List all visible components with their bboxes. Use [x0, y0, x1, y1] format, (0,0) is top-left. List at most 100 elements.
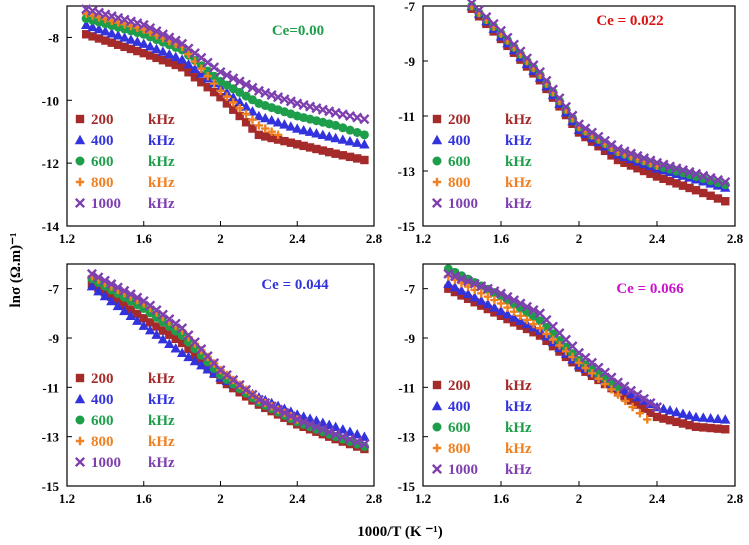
- data-point: [190, 73, 200, 82]
- data-point: [176, 54, 188, 64]
- panel-2: 1.2 1.6 2 2.4 2.8 -7 -9 -11 -13 -15 Ce = 0.022 200 k…: [398, 0, 744, 246]
- data-point: [209, 79, 219, 88]
- data-point: [705, 172, 716, 183]
- data-point: [699, 423, 708, 432]
- data-point: [345, 152, 355, 162]
- data-point: [613, 390, 623, 399]
- data-point: [139, 314, 148, 323]
- data-point: [625, 388, 637, 399]
- data-point: [125, 34, 137, 44]
- data-point: [190, 351, 200, 360]
- data-point: [645, 397, 656, 409]
- data-point: [221, 70, 232, 81]
- data-point: [311, 415, 322, 425]
- data-point: [515, 298, 526, 309]
- x-tick-label: 1.2: [415, 231, 431, 246]
- legend-label: 1000: [91, 196, 121, 212]
- data-point: [488, 18, 499, 29]
- data-point: [509, 318, 519, 327]
- data-point: [600, 146, 610, 156]
- data-point: [639, 166, 649, 176]
- data-point: [620, 158, 629, 167]
- data-point: [541, 75, 552, 86]
- data-point: [651, 402, 663, 413]
- data-point: [462, 288, 474, 299]
- data-point: [132, 292, 143, 303]
- data-point: [470, 298, 479, 307]
- y-tick-label: -9: [48, 331, 59, 346]
- series-1000-kHz: [86, 268, 370, 450]
- data-point: [720, 176, 731, 188]
- data-point: [359, 130, 369, 140]
- data-point: [285, 96, 296, 107]
- data-point: [132, 36, 143, 46]
- data-point: [152, 312, 162, 322]
- data-point: [522, 324, 532, 334]
- data-point: [119, 305, 130, 316]
- data-point: [197, 64, 206, 74]
- data-point: [567, 110, 578, 121]
- legend-unit: kHz: [505, 196, 532, 212]
- data-point: [509, 307, 519, 316]
- data-point: [216, 92, 225, 102]
- x-tick-label: 2: [576, 231, 583, 246]
- data-point: [466, 0, 477, 9]
- data-point: [260, 112, 271, 123]
- legend-marker: [75, 114, 85, 124]
- legend-marker: [431, 463, 443, 475]
- data-point: [285, 121, 297, 131]
- data-point: [145, 318, 155, 327]
- data-point: [170, 343, 181, 353]
- data-point: [705, 412, 716, 423]
- data-point: [106, 28, 117, 38]
- data-point: [580, 123, 591, 134]
- data-point: [331, 120, 341, 130]
- data-point: [587, 369, 597, 378]
- legend-label: 200: [448, 378, 471, 394]
- data-point: [535, 323, 545, 333]
- y-tick-label: -11: [398, 380, 415, 395]
- data-point: [330, 429, 341, 440]
- data-point: [344, 110, 356, 122]
- data-point: [678, 419, 688, 428]
- legend-label: 400: [91, 133, 114, 149]
- data-point: [337, 134, 349, 144]
- data-point: [625, 385, 637, 396]
- data-point: [93, 23, 105, 34]
- data-point: [298, 416, 309, 427]
- panels: 1.2 1.6 2 2.4 2.8 -8 -10 -12 -14 Ce=0.00 200 kHz 400…: [42, 0, 744, 506]
- y-tick-label: -8: [48, 30, 59, 45]
- legend-unit: kHz: [148, 133, 175, 149]
- data-point: [573, 119, 585, 130]
- data-point: [496, 311, 506, 320]
- data-point: [477, 301, 486, 310]
- y-tick-label: -13: [42, 430, 60, 445]
- data-point: [699, 188, 708, 198]
- legend-label: 400: [448, 399, 471, 415]
- data-point: [170, 318, 181, 329]
- data-point: [474, 5, 485, 16]
- data-point: [222, 99, 232, 108]
- data-point: [721, 197, 730, 206]
- data-point: [444, 284, 453, 293]
- legend-marker: [74, 393, 86, 404]
- data-point: [344, 434, 356, 445]
- data-point: [685, 420, 694, 430]
- data-point: [80, 19, 92, 30]
- x-tick-label: 2.8: [366, 231, 383, 246]
- data-point: [712, 174, 723, 185]
- data-point: [93, 272, 104, 283]
- data-point: [360, 155, 369, 165]
- data-point: [542, 329, 551, 339]
- data-point: [279, 119, 290, 129]
- data-point: [157, 46, 169, 56]
- legend-unit: kHz: [148, 371, 175, 387]
- data-point: [469, 292, 480, 302]
- data-point: [138, 295, 149, 307]
- x-tick-label: 1.6: [136, 491, 153, 506]
- data-point: [253, 85, 264, 96]
- data-point: [261, 132, 270, 141]
- data-point: [86, 281, 98, 291]
- data-point: [456, 273, 467, 284]
